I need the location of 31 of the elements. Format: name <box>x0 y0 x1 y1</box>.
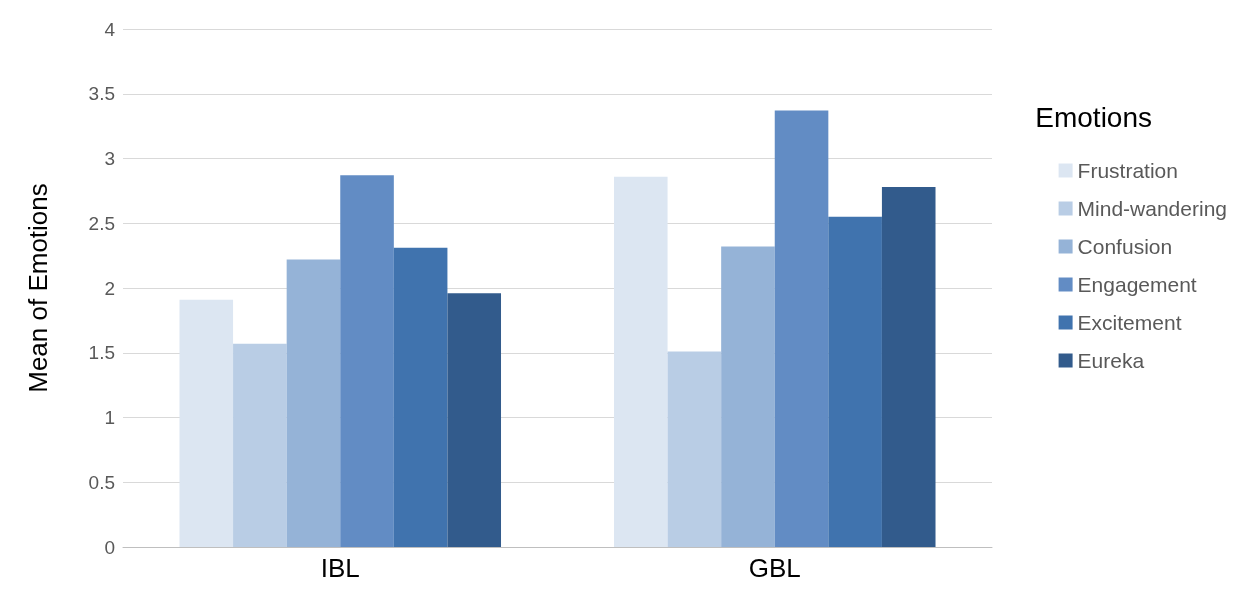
bar <box>667 351 722 547</box>
legend-title: Emotions <box>1035 101 1152 133</box>
bar <box>340 175 394 547</box>
y-tick-label: 0 <box>104 536 115 558</box>
bar <box>613 176 668 547</box>
x-tick-label: GBL <box>748 553 801 583</box>
bar <box>447 293 502 547</box>
y-tick-label: 2 <box>104 277 115 299</box>
legend-label: Eureka <box>1077 349 1145 372</box>
bar <box>179 299 234 547</box>
legend-label: Frustration <box>1077 159 1178 182</box>
y-tick-label: 2.5 <box>88 212 115 234</box>
legend-label: Confusion <box>1077 235 1173 258</box>
bar <box>774 110 829 547</box>
bar <box>828 216 882 547</box>
bar <box>233 343 287 547</box>
y-tick-label: 1.5 <box>88 342 115 364</box>
bar <box>286 259 341 547</box>
bar <box>393 247 448 547</box>
y-axis-title: Mean of Emotions <box>23 183 53 393</box>
y-tick-label: 3.5 <box>88 83 115 105</box>
legend-label: Engagement <box>1077 273 1197 296</box>
bar <box>881 186 936 547</box>
legend-label: Mind-wandering <box>1077 197 1228 220</box>
y-tick-label: 0.5 <box>88 471 115 493</box>
x-tick-label: IBL <box>320 553 360 583</box>
y-tick-label: 1 <box>104 407 115 428</box>
bar <box>721 246 775 547</box>
legend-label: Excitement <box>1077 311 1182 334</box>
y-tick-label: 3 <box>104 148 115 169</box>
y-tick-label: 4 <box>104 18 116 40</box>
